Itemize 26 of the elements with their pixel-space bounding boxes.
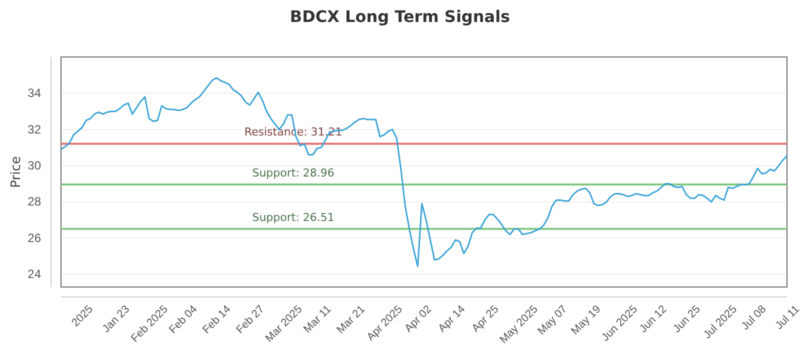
x-tick-label: Jul 08 — [739, 303, 769, 333]
y-tick-label: 30 — [28, 158, 42, 172]
x-tick-label: Feb 04 — [166, 303, 200, 336]
x-tick-label: Apr 14 — [436, 303, 468, 335]
x-tick-label: Jun 25 — [670, 303, 703, 336]
line-series — [60, 77, 788, 267]
x-tick-label: May 19 — [569, 303, 604, 338]
x-tick-label: Apr 25 — [470, 303, 502, 335]
x-tick-label: Jun 12 — [637, 303, 670, 336]
x-tick-label: Mar 21 — [334, 303, 368, 336]
y-tick-label: 28 — [28, 194, 42, 209]
y-axis-title: Price — [9, 156, 24, 188]
y-tick-label: 26 — [28, 230, 42, 245]
x-tick-label: Mar 11 — [302, 303, 334, 336]
x-tick-label: Jan 23 — [100, 303, 132, 336]
ref-line-label: Support: 28.96 — [252, 166, 334, 180]
y-tick-label: 32 — [28, 122, 42, 136]
ref-line-label: Support: 26.51 — [252, 210, 334, 224]
x-tick-label: Feb 14 — [200, 303, 234, 336]
x-tick-label: May 07 — [536, 303, 570, 338]
chart-title: BDCX Long Term Signals — [290, 7, 510, 26]
x-tick-label: Jul 11 — [773, 303, 800, 332]
y-tick-label: 24 — [28, 267, 42, 282]
x-tick-label: Apr 02 — [402, 303, 434, 335]
y-tick-label: 34 — [28, 86, 42, 100]
x-tick-label: Feb 27 — [234, 303, 267, 336]
